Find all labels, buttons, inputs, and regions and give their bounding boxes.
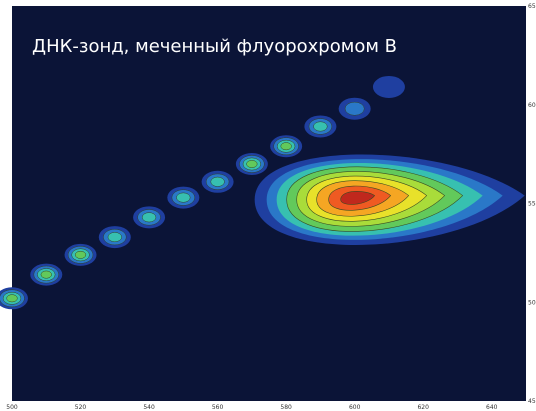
- chart-title: ДНК-зонд, меченный флуорохромом В: [32, 36, 397, 57]
- x-axis-ticks: 500 520 540 560 580 600 620 640: [6, 404, 497, 411]
- spot-contour: [40, 270, 52, 279]
- x-tick-label: 580: [280, 404, 292, 411]
- diagonal-spot: [201, 170, 234, 193]
- x-tick-label: 620: [417, 404, 429, 411]
- spot-contour: [246, 160, 258, 168]
- y-axis-ticks: 650 600 550 500 450: [528, 3, 536, 405]
- y-tick-label: 450: [528, 398, 536, 405]
- x-tick-label: 540: [143, 404, 155, 411]
- spot-contour: [210, 176, 225, 187]
- diagonal-spot: [338, 97, 371, 120]
- diagonal-spots: [0, 75, 405, 310]
- diagonal-spot: [0, 287, 28, 310]
- peak-contour: [340, 191, 376, 205]
- diagonal-spot: [167, 186, 200, 209]
- y-tick-label: 500: [528, 299, 536, 306]
- main-peak: [254, 154, 525, 245]
- spot-contour: [313, 121, 328, 132]
- spot-contour: [74, 250, 87, 259]
- diagonal-spot: [270, 135, 303, 158]
- diagonal-spot: [30, 263, 63, 286]
- x-tick-label: 640: [486, 404, 498, 411]
- spot-contour: [372, 75, 405, 98]
- diagonal-spot: [235, 153, 268, 175]
- diagonal-spot: [64, 243, 97, 266]
- x-tick-label: 500: [6, 404, 18, 411]
- diagonal-spot: [98, 226, 131, 249]
- spot-contour: [6, 294, 18, 303]
- diagonal-spot: [304, 115, 337, 138]
- spot-contour: [280, 142, 292, 151]
- x-tick-label: 520: [75, 404, 87, 411]
- diagonal-spot: [133, 206, 166, 229]
- spot-contour: [141, 212, 157, 223]
- y-tick-label: 600: [528, 102, 536, 109]
- y-tick-label: 650: [528, 3, 536, 10]
- spot-contour: [107, 232, 122, 243]
- spot-contour: [176, 192, 191, 203]
- x-tick-label: 600: [349, 404, 361, 411]
- spot-contour: [344, 101, 365, 116]
- y-tick-label: 550: [528, 201, 536, 208]
- x-tick-label: 560: [212, 404, 224, 411]
- diagonal-spot: [372, 75, 405, 98]
